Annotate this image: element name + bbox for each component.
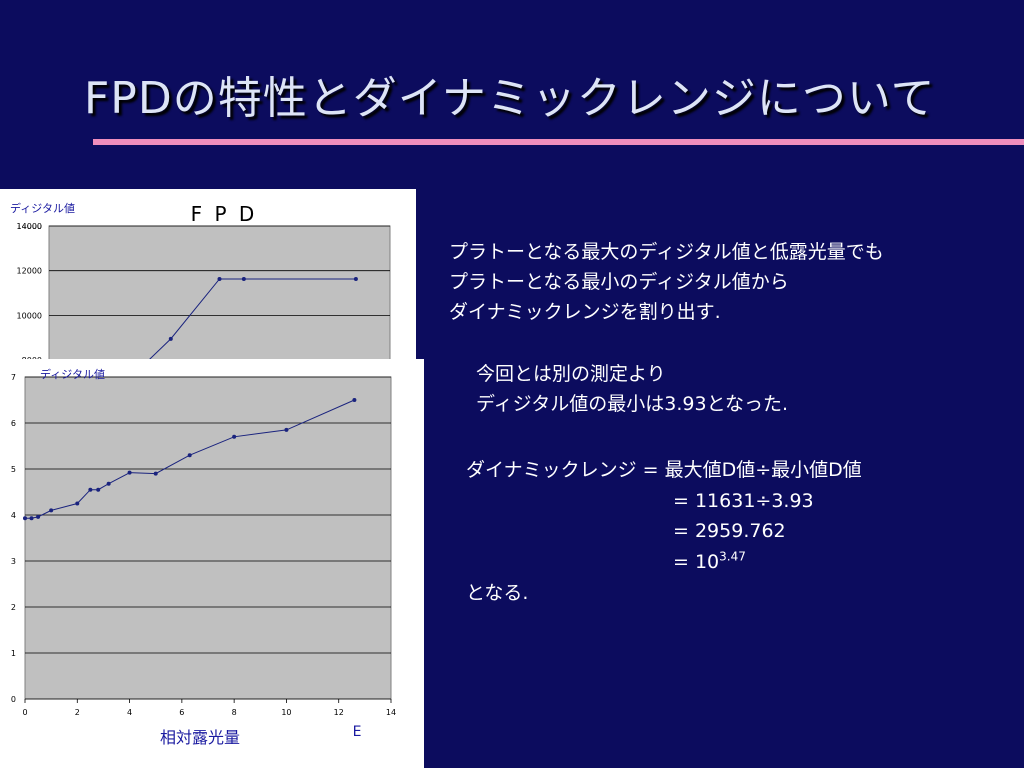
- x-tick-label: 14: [386, 708, 396, 717]
- digital-value-chart-panel: 0 1 2 3 4 5 6 7 0 2 4 6 8 10 12 14 ディジタル値 相対露光量 E: [0, 359, 424, 768]
- data-point: [353, 276, 358, 281]
- y-tick-label: 12000: [17, 267, 42, 276]
- series-line: [25, 399, 355, 519]
- data-point: [29, 516, 34, 521]
- data-point: [96, 487, 101, 492]
- formula-line4-exponent: 3.47: [719, 549, 746, 564]
- y-tick-label: 7: [11, 373, 16, 382]
- y-tick-label: 4: [11, 511, 16, 520]
- y-tick-label: 5: [11, 465, 16, 474]
- x-tick-label: 2: [75, 708, 80, 717]
- data-point: [241, 276, 246, 281]
- y-tick-label: 6: [11, 419, 16, 428]
- data-point: [168, 336, 173, 341]
- y-tick-label: 10000: [17, 311, 42, 320]
- y-tick-label: 0: [11, 695, 16, 704]
- x-tick-label: 0: [22, 708, 27, 717]
- plot-area: [48, 225, 391, 361]
- formula-line3: = 2959.762: [673, 520, 786, 542]
- data-point: [217, 276, 222, 281]
- data-point: [75, 501, 80, 506]
- data-point: [232, 434, 237, 439]
- slide-title: FPDの特性とダイナミックレンジについて: [84, 73, 936, 124]
- fpd-chart-panel: 140001200010000800014000ディジタル値F P D: [0, 189, 416, 361]
- y-tick-label: 14000: [17, 222, 42, 231]
- x-tick-label: 12: [334, 708, 344, 717]
- y-tick-label: 1: [11, 649, 16, 658]
- header-mask: [0, 189, 416, 225]
- y-tick-label: 14000: [17, 222, 42, 231]
- y-tick-label: 2: [11, 603, 16, 612]
- para1-line3: ダイナミックレンジを割り出す.: [449, 301, 721, 323]
- x-tick-label: 4: [127, 708, 132, 717]
- plot-area: [24, 376, 392, 700]
- title-underline: [93, 139, 1024, 145]
- y-axis-label: ディジタル値: [10, 201, 75, 215]
- data-point: [153, 471, 158, 476]
- x-axis-label: 相対露光量: [160, 728, 240, 747]
- formula-line4-base: = 10: [673, 551, 720, 573]
- data-point: [352, 398, 357, 402]
- y-tick-label: 3: [11, 557, 16, 566]
- y-tick-label: 8000: [22, 356, 42, 361]
- data-point: [187, 453, 192, 458]
- fpd-chart: 140001200010000800014000ディジタル値F P D: [0, 189, 416, 361]
- para1-line2: プラトーとなる最小のディジタル値から: [449, 271, 789, 293]
- y-axis-label: ディジタル値: [40, 367, 105, 381]
- x-tick-label: 6: [179, 708, 184, 717]
- data-point: [88, 487, 93, 492]
- data-point: [36, 514, 41, 519]
- formula-line2: = 11631÷3.93: [673, 490, 814, 512]
- x-axis-unit: E: [353, 724, 362, 740]
- x-tick-label: 10: [281, 708, 291, 717]
- para2-line1: 今回とは別の測定より: [476, 363, 666, 385]
- para1-line1: プラトーとなる最大のディジタル値と低露光量でも: [449, 241, 884, 263]
- formula-conclusion: となる.: [466, 582, 529, 604]
- data-point: [106, 481, 111, 486]
- para2-line2: ディジタル値の最小は3.93となった.: [476, 393, 789, 415]
- data-point: [49, 508, 54, 513]
- chart-title: F P D: [191, 202, 258, 226]
- formula-line1: ダイナミックレンジ = 最大値D値÷最小値D値: [466, 459, 862, 481]
- x-tick-label: 8: [232, 708, 237, 717]
- formula-line4: = 103.47: [673, 547, 746, 577]
- data-point: [127, 470, 132, 475]
- data-point: [23, 516, 27, 521]
- data-point: [284, 427, 289, 432]
